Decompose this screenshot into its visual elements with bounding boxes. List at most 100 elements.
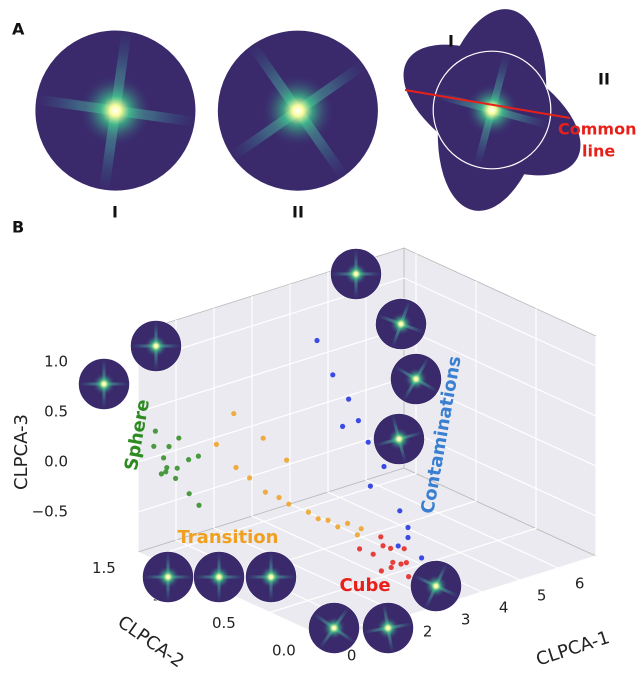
point <box>174 465 180 471</box>
point <box>196 502 202 508</box>
point <box>358 526 364 532</box>
y-tick-label: 1.5 <box>92 559 116 577</box>
point <box>151 443 157 449</box>
point <box>314 337 320 344</box>
y-axis-label: CLPCA-2 <box>114 612 188 673</box>
point <box>405 534 411 541</box>
point <box>186 457 192 463</box>
point <box>231 410 237 417</box>
grid-line <box>365 260 559 569</box>
point <box>390 559 396 565</box>
point <box>345 520 351 526</box>
panel-label: B <box>12 218 24 237</box>
point <box>405 524 411 531</box>
z-tick-label: 0.0 <box>44 453 68 471</box>
grid-line <box>209 281 477 586</box>
point <box>325 517 331 523</box>
panel-b: B 01234560.00.51.01.5−0.50.00.51.0CLPCA-… <box>11 218 612 673</box>
thumbnail <box>245 551 297 603</box>
point <box>164 464 170 471</box>
thumbnail <box>142 551 194 603</box>
point <box>378 534 384 540</box>
point <box>163 469 169 475</box>
point <box>315 516 321 522</box>
point <box>260 435 266 441</box>
point <box>419 555 425 561</box>
cluster-label: Transition <box>178 527 279 548</box>
point <box>276 494 282 501</box>
pattern-image <box>184 0 412 225</box>
grid-line <box>137 277 597 367</box>
point <box>365 439 371 445</box>
point <box>354 532 360 538</box>
point <box>176 435 182 441</box>
point <box>346 396 352 402</box>
point <box>403 560 409 566</box>
point <box>247 475 253 481</box>
point <box>195 453 201 459</box>
point <box>262 489 268 495</box>
point <box>166 443 172 450</box>
point <box>378 568 384 574</box>
common-line-label: Common <box>558 120 636 139</box>
common-line-label: line <box>582 142 615 161</box>
point <box>186 491 192 497</box>
x-axis-label: CLPCA-1 <box>534 627 613 670</box>
point <box>152 428 158 434</box>
grid-line <box>329 336 597 641</box>
x-tick-label: 3 <box>461 610 471 628</box>
z-axis-label: CLPCA-3 <box>11 414 32 490</box>
point <box>395 543 401 549</box>
point <box>173 475 179 481</box>
grid-line <box>137 332 331 641</box>
point <box>370 551 376 557</box>
x-tick-label: 0 <box>347 646 357 664</box>
point <box>305 509 311 515</box>
point <box>401 546 407 552</box>
grid-line <box>327 272 521 581</box>
point <box>158 471 164 477</box>
grid-line <box>213 308 407 617</box>
point <box>388 564 394 571</box>
panel-a: A I II I II Common line <box>12 0 636 225</box>
x-tick-label: 6 <box>575 574 585 592</box>
overlay-label: II <box>598 70 610 89</box>
point <box>388 545 394 551</box>
point <box>380 543 386 549</box>
thumbnail <box>193 551 245 603</box>
point <box>381 463 387 470</box>
z-tick-label: 0.5 <box>44 403 68 421</box>
x-tick-label: 4 <box>499 598 509 616</box>
point <box>284 457 290 463</box>
point <box>397 508 403 514</box>
point <box>398 561 404 567</box>
point <box>367 483 373 489</box>
panel-label: A <box>12 20 25 39</box>
grid-line <box>269 308 537 614</box>
point <box>286 501 292 507</box>
view-label: II <box>292 203 304 222</box>
grid-line <box>175 320 369 629</box>
grid-line <box>251 296 445 605</box>
y-tick-label: 0.0 <box>272 641 296 659</box>
z-tick-label: −0.5 <box>32 503 68 521</box>
point <box>213 441 219 447</box>
point <box>335 524 341 530</box>
thumbnail <box>78 358 130 410</box>
thumbnail <box>330 248 382 300</box>
point <box>330 372 336 378</box>
x-tick-label: 2 <box>423 622 433 640</box>
y-tick-label: 0.5 <box>212 614 236 632</box>
point <box>355 418 361 424</box>
thumbnail <box>130 320 182 372</box>
common-line <box>404 89 571 119</box>
view-label: I <box>112 203 118 222</box>
point <box>233 464 239 471</box>
point <box>161 455 167 461</box>
point <box>340 423 346 429</box>
pattern-image <box>23 18 208 203</box>
point <box>357 546 363 552</box>
overlay-label: I <box>448 32 454 51</box>
z-tick-label: 1.0 <box>44 353 68 371</box>
